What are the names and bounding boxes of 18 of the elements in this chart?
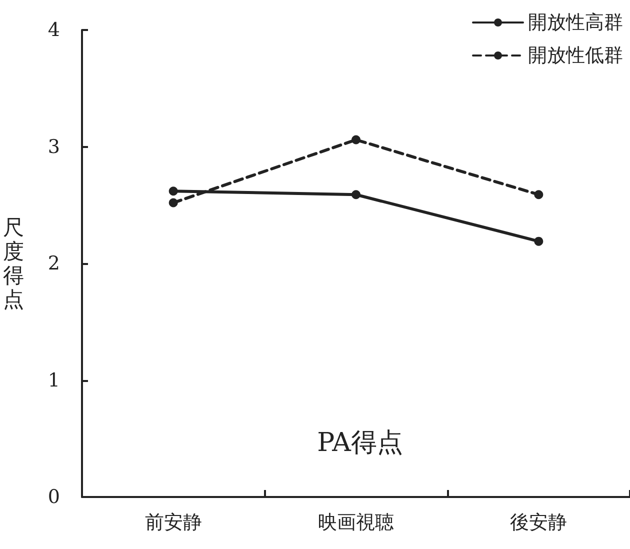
legend-label: 開放性高群 [528,12,623,34]
point [534,190,544,200]
y-tick-label: 2 [48,252,60,274]
y-tick-label: 1 [48,369,60,392]
point [168,186,178,196]
point [168,198,178,208]
x-tick-label: 映画視聴 [318,512,394,534]
text: PA得点 [317,428,403,458]
y-tick-label: 0 [48,486,60,508]
x-tick-label: 後安静 [510,512,568,534]
point [352,135,360,144]
point [352,190,360,200]
y-tick-label: 4 [48,19,60,41]
y-tick-label: 3 [48,136,60,158]
point [534,236,544,246]
x-tick-label: 前安静 [144,512,202,534]
y-axis-title: 尺度得点 [3,216,24,312]
legend-label: 開放性低群 [528,44,623,66]
